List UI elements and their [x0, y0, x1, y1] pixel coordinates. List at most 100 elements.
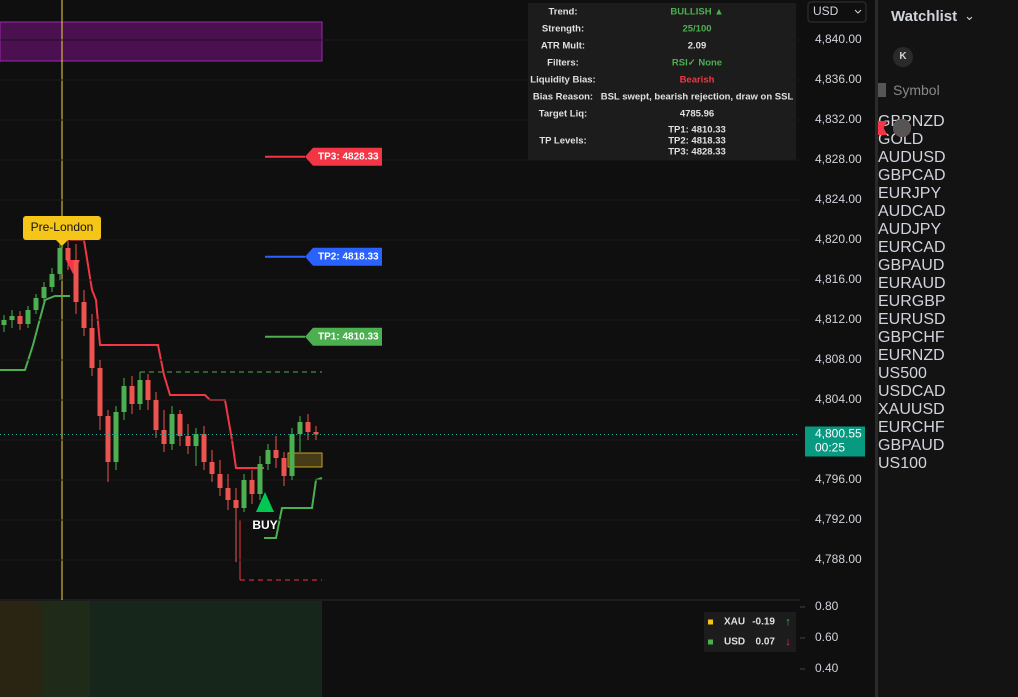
- legend-arrow: ↓: [785, 636, 791, 648]
- session-pointer: [56, 240, 68, 246]
- legend-swatch: [708, 619, 713, 625]
- symbol-name: AUDUSD: [878, 149, 946, 166]
- symbol-name: US500: [878, 365, 927, 382]
- candle-body: [17, 316, 23, 324]
- watchlist-title[interactable]: Watchlist: [891, 8, 958, 25]
- symbol-name: EURCHF: [878, 419, 945, 436]
- tp-label: TP3: 4828.33: [318, 151, 379, 162]
- session-block: [90, 601, 322, 697]
- y-tick-label: 4,808.00: [815, 352, 862, 366]
- symbol-row[interactable]: EURNZD: [878, 119, 1018, 365]
- y-tick-label: 0.40: [815, 661, 839, 675]
- info-key: Liquidity Bias:: [530, 75, 595, 86]
- symbol-row[interactable]: GBPCHF: [878, 119, 1018, 347]
- candle-body: [153, 400, 159, 430]
- symbol-row[interactable]: EURCAD: [878, 119, 1018, 257]
- candle-body: [73, 260, 79, 302]
- info-value: 4785.96: [680, 109, 714, 120]
- candle-body: [113, 412, 119, 462]
- symbol-name: GBPAUD: [878, 257, 945, 274]
- info-key: Filters:: [547, 58, 579, 69]
- y-tick-label: 4,788.00: [815, 552, 862, 566]
- symbol-row[interactable]: GBPAUD: [878, 119, 1018, 275]
- session-tag: [23, 216, 101, 240]
- legend-bg: [704, 612, 796, 652]
- info-value: BULLISH ▲: [670, 7, 723, 18]
- y-tick-label: 4,812.00: [815, 312, 862, 326]
- signal-label: BUY: [252, 518, 277, 532]
- y-tick-label: 4,792.00: [815, 512, 862, 526]
- symbol-name: US100: [878, 455, 927, 472]
- y-tick-label: 4,804.00: [815, 392, 862, 406]
- candle-body: [121, 386, 127, 412]
- candle-body: [161, 430, 167, 444]
- flag: [878, 121, 887, 135]
- candle-body: [177, 414, 183, 436]
- symbol-row[interactable]: EURAUD: [878, 119, 1018, 293]
- legend-value: -0.19: [752, 617, 775, 628]
- dropdown-icon: ⌄: [964, 8, 975, 23]
- y-tick-label: 4,828.00: [815, 152, 862, 166]
- dropdown-icon: [854, 9, 862, 14]
- session-label: Pre-London: [31, 220, 94, 234]
- symbol-row[interactable]: EURJPY: [878, 119, 1018, 203]
- tp-tag: [305, 247, 382, 266]
- candle-body: [97, 368, 103, 416]
- symbol-name: GBPNZD: [878, 113, 945, 130]
- tp-tag: [305, 327, 382, 346]
- symbol-row[interactable]: AUDJPY: [878, 119, 1018, 239]
- order-block: [287, 452, 323, 468]
- price-label: 4,800.55: [815, 427, 862, 441]
- symbol-name: GOLD: [878, 131, 924, 148]
- symbol-row[interactable]: 500US500: [878, 119, 1018, 383]
- candle-body: [257, 464, 263, 494]
- symbol-name: EURUSD: [878, 311, 946, 328]
- symbol-name: GBPCAD: [878, 167, 946, 184]
- symbol-icon: [893, 119, 911, 137]
- candle-body: [289, 434, 295, 476]
- symbol-name: EURGBP: [878, 293, 946, 310]
- candle-body: [265, 450, 271, 464]
- currency-select[interactable]: [807, 1, 867, 23]
- currency[interactable]: USD: [813, 4, 839, 18]
- symbol-name: GBPAUD: [878, 437, 945, 454]
- y-tick-label: 4,820.00: [815, 232, 862, 246]
- candle-body: [33, 298, 39, 310]
- symbol-row[interactable]: AUDCAD: [878, 119, 1018, 221]
- y-tick-label: 4,824.00: [815, 192, 862, 206]
- symbol-row[interactable]: EURCHF: [878, 119, 1018, 437]
- symbol-row[interactable]: USDCAD: [878, 119, 1018, 401]
- symbol-row[interactable]: EURGBP: [878, 119, 1018, 311]
- symbol-row[interactable]: US100: [878, 119, 1018, 473]
- info-table-bg: [528, 3, 796, 160]
- column-header: Symbol: [893, 82, 940, 98]
- candle-body: [145, 380, 151, 400]
- candle-body: [225, 488, 231, 500]
- price-axis-bg: [800, 0, 872, 697]
- candle-body: [169, 414, 175, 444]
- info-key: Target Liq:: [539, 109, 587, 120]
- tp-label: TP2: 4818.33: [318, 251, 379, 262]
- info-key: Trend:: [548, 7, 577, 18]
- legend-arrow: ↑: [785, 616, 791, 628]
- symbol-name: USDCAD: [878, 383, 946, 400]
- watchlist: Watchlist ⌄ K Symbol GBPNZD GOLD AUDUSD GBP…: [875, 0, 1018, 697]
- info-value: TP3: 4828.33: [668, 147, 726, 158]
- candle-body: [9, 316, 15, 320]
- avatar-button[interactable]: K: [893, 47, 913, 67]
- info-value: 25/100: [682, 24, 711, 35]
- candle-body: [297, 422, 303, 434]
- symbol-row[interactable]: GBPAUD: [878, 119, 1018, 455]
- trend-line-lower: [0, 295, 70, 371]
- symbol-row[interactable]: AUDUSD: [878, 119, 1018, 167]
- candle-body: [233, 500, 239, 508]
- y-tick-label: 4,796.00: [815, 472, 862, 486]
- y-tick-label: 0.60: [815, 630, 839, 644]
- legend-name: XAU: [724, 617, 745, 628]
- info-value: RSI✓ None: [672, 58, 722, 69]
- y-tick-label: 4,840.00: [815, 32, 862, 46]
- symbol-row[interactable]: XAUUSD: [878, 119, 1018, 419]
- symbol-row[interactable]: GBPCAD: [878, 119, 1018, 185]
- symbol-row[interactable]: EURUSD: [878, 119, 1018, 329]
- candle-body: [41, 287, 47, 298]
